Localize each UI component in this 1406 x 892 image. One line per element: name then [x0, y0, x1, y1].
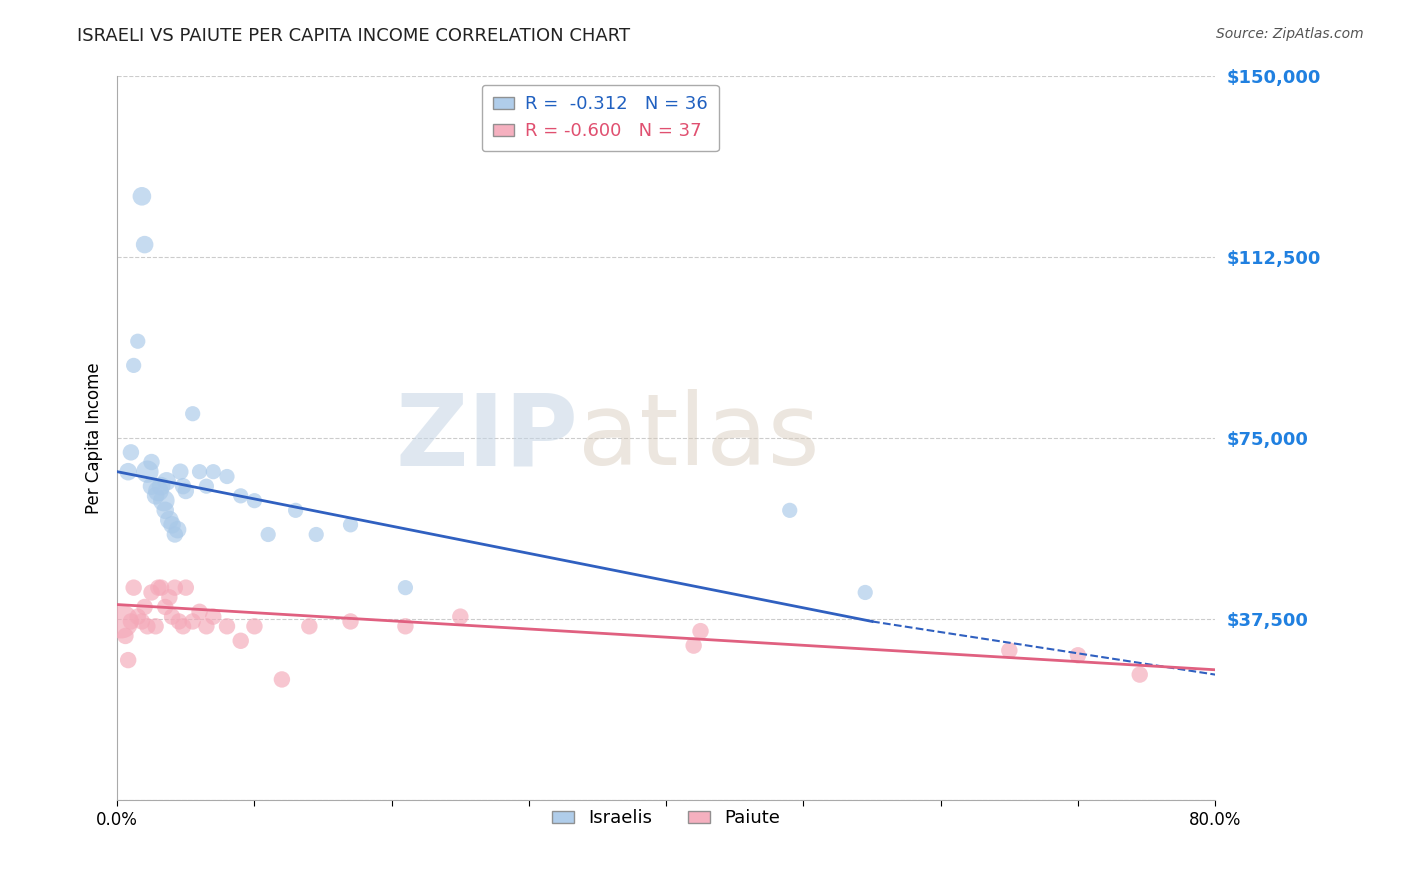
Point: [188, 605, 211, 619]
Point: [998, 643, 1021, 657]
Point: [163, 581, 186, 595]
Point: [117, 465, 139, 479]
Point: [243, 493, 266, 508]
Point: [110, 615, 132, 629]
Point: [449, 609, 471, 624]
Point: [157, 591, 180, 605]
Point: [122, 359, 145, 373]
Point: [229, 633, 252, 648]
Point: [166, 523, 188, 537]
Text: atlas: atlas: [578, 390, 820, 486]
Point: [174, 581, 197, 595]
Point: [202, 609, 225, 624]
Y-axis label: Per Capita Income: Per Capita Income: [86, 362, 103, 514]
Text: Source: ZipAtlas.com: Source: ZipAtlas.com: [1216, 27, 1364, 41]
Point: [779, 503, 801, 517]
Point: [169, 465, 191, 479]
Point: [305, 527, 328, 541]
Point: [122, 581, 145, 595]
Point: [141, 455, 163, 469]
Point: [339, 517, 361, 532]
Point: [141, 585, 163, 599]
Point: [136, 619, 159, 633]
Point: [148, 581, 170, 595]
Point: [117, 653, 139, 667]
Point: [339, 615, 361, 629]
Point: [394, 619, 416, 633]
Point: [155, 503, 177, 517]
Point: [141, 479, 163, 493]
Point: [195, 619, 218, 633]
Point: [229, 489, 252, 503]
Point: [145, 489, 167, 503]
Point: [1067, 648, 1090, 663]
Text: ZIP: ZIP: [395, 390, 578, 486]
Point: [120, 615, 142, 629]
Point: [114, 629, 136, 643]
Point: [257, 527, 280, 541]
Point: [134, 599, 156, 614]
Point: [195, 479, 218, 493]
Point: [160, 609, 183, 624]
Point: [181, 407, 204, 421]
Point: [155, 475, 177, 489]
Point: [243, 619, 266, 633]
Point: [270, 673, 292, 687]
Point: [172, 479, 194, 493]
Point: [181, 615, 204, 629]
Point: [153, 493, 176, 508]
Point: [188, 465, 211, 479]
Point: [127, 334, 149, 349]
Point: [134, 237, 156, 252]
Point: [682, 639, 704, 653]
Point: [853, 585, 876, 599]
Point: [163, 527, 186, 541]
Point: [215, 619, 238, 633]
Legend: Israelis, Paiute: Israelis, Paiute: [546, 802, 787, 835]
Point: [160, 517, 183, 532]
Point: [284, 503, 307, 517]
Point: [136, 465, 159, 479]
Point: [215, 469, 238, 483]
Point: [120, 445, 142, 459]
Point: [167, 615, 190, 629]
Point: [131, 189, 153, 203]
Point: [298, 619, 321, 633]
Point: [150, 479, 173, 493]
Point: [157, 513, 180, 527]
Point: [174, 483, 197, 498]
Point: [145, 619, 167, 633]
Point: [172, 619, 194, 633]
Point: [689, 624, 711, 639]
Point: [394, 581, 416, 595]
Point: [202, 465, 225, 479]
Point: [1129, 667, 1152, 681]
Point: [155, 599, 177, 614]
Point: [150, 581, 173, 595]
Text: ISRAELI VS PAIUTE PER CAPITA INCOME CORRELATION CHART: ISRAELI VS PAIUTE PER CAPITA INCOME CORR…: [77, 27, 630, 45]
Point: [131, 615, 153, 629]
Point: [127, 609, 149, 624]
Point: [148, 483, 170, 498]
